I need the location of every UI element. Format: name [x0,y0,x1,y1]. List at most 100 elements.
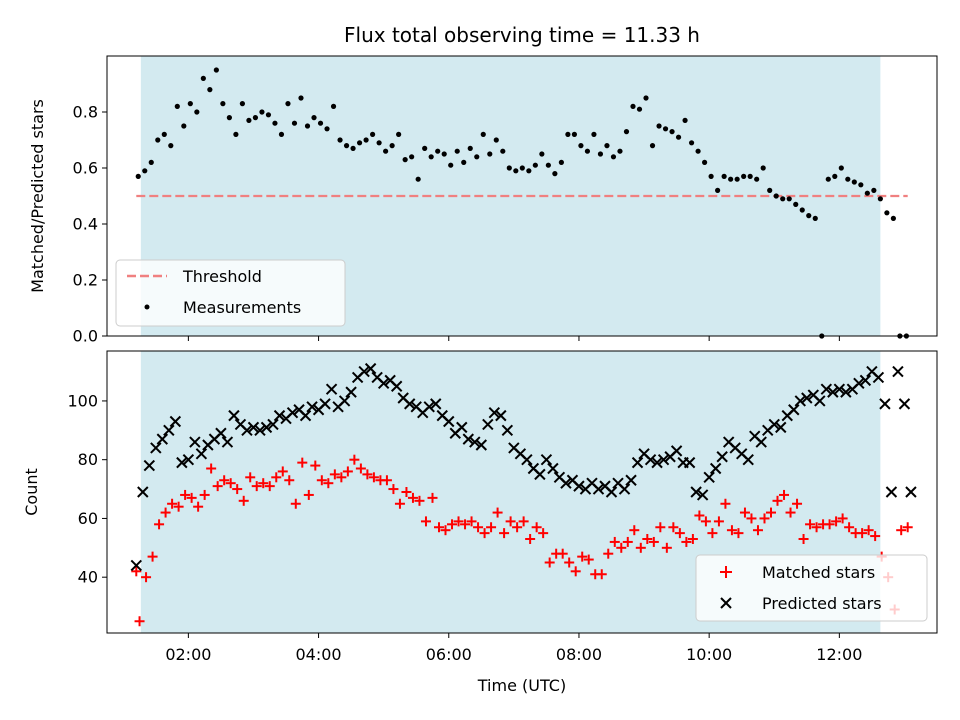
matched-star-point [453,516,464,527]
top-y-ticks: 0.0 0.2 0.4 0.6 0.8 [73,103,107,346]
matched-star-point [863,525,874,536]
measurement-point [799,207,805,213]
predicted-star-point [775,421,787,434]
measurement-point [480,131,486,137]
predicted-star-point [482,418,494,431]
bottom-x-tick-label: 08:00 [556,645,602,664]
measurement-point [643,95,649,101]
measurement-point [702,159,708,165]
measurement-point [389,143,395,149]
matched-star-point [193,501,204,512]
top-legend-box [115,259,346,327]
measurement-point [760,165,766,171]
measurement-point [604,143,610,149]
predicted-star-point [475,439,488,451]
matched-star-point [310,460,321,471]
measurement-point [272,120,278,126]
matched-star-point [577,551,588,562]
matched-star-point [779,489,790,500]
measurement-point [825,176,831,182]
measurement-point [845,176,851,182]
measurement-point [558,159,564,165]
predicted-star-point [286,406,299,419]
measurement-point [213,67,219,73]
predicted-star-point [345,386,357,398]
bottom-y-tick-label: 100 [67,391,98,410]
predicted-star-point [683,456,696,469]
measurement-point [259,109,265,115]
predicted-star-point [456,421,468,434]
measurement-point [155,137,161,143]
matched-star-point [733,528,744,539]
matched-star-point [167,498,178,509]
top-y-axis-title: Matched/Predicted stars [28,99,47,293]
predicted-star-point [443,415,455,428]
measurement-point [383,148,389,154]
matched-star-point [564,557,575,568]
matched-star-point [655,522,666,533]
measurement-point [363,137,369,143]
matched-star-point [831,516,842,527]
matched-star-point [681,536,692,547]
measurement-point [181,123,187,129]
bottom-y-axis-title: Count [22,468,41,516]
predicted-star-point [690,486,702,498]
measurement-point [793,201,799,207]
measurement-point [226,115,232,121]
matched-star-point [160,507,171,518]
bottom-x-tick-label: 04:00 [296,645,342,664]
measurement-point [337,137,343,143]
matched-star-point [896,525,907,536]
matched-star-point [844,522,855,533]
matched-star-point [277,466,288,477]
matched-star-point [772,495,783,506]
measurement-point [584,148,591,154]
predicted-star-point [573,480,585,492]
measurement-point [552,171,558,177]
measurement-point [675,134,682,140]
matched-star-point [792,498,803,509]
predicted-star-point [657,453,670,466]
predicted-star-point [403,398,416,410]
bottom-x-tick-label: 10:00 [686,645,732,664]
matched-star-point [134,616,145,627]
matched-star-point [186,492,197,503]
predicted-star-point [390,380,403,392]
predicted-star-point [651,456,663,469]
predicted-star-point [189,436,201,448]
predicted-star-point [377,377,390,390]
measurement-point [207,87,213,93]
predicted-star-point [469,436,481,448]
bottom-y-tick-label: 60 [78,509,98,528]
measurement-point [597,151,604,157]
measurement-point [168,143,174,149]
predicted-star-point [801,392,813,404]
predicted-star-point [462,433,475,445]
predicted-star-point [755,436,767,448]
matched-star-point [570,566,581,577]
predicted-star-point [768,418,780,431]
measurement-point [767,187,773,193]
predicted-star-point [215,427,227,439]
measurement-point [376,140,382,146]
predicted-star-point [247,421,260,434]
predicted-stars-points [130,362,917,572]
measurement-point [656,123,662,129]
matched-star-point [349,454,360,465]
bottom-y-tick-label: 80 [78,450,98,469]
matched-star-point [303,489,314,500]
predicted-star-point [872,371,885,384]
bottom-x-tick-label: 02:00 [165,645,211,664]
measurement-point [617,148,623,154]
measurement-point [448,162,454,168]
measurement-point [747,173,753,179]
measurement-point [142,168,148,174]
measurement-point [174,103,180,109]
matched-star-point [394,498,405,509]
matched-star-point [642,534,653,544]
matched-star-point [225,478,236,489]
predicted-star-point [273,409,286,422]
legend-threshold-label: Threshold [182,267,262,286]
matched-star-point [583,554,594,565]
measurement-point [623,129,630,135]
